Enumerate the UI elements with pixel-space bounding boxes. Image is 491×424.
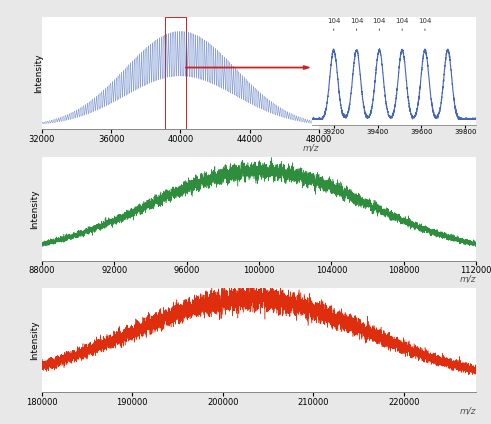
Y-axis label: Intensity: Intensity xyxy=(30,321,39,360)
Text: 104: 104 xyxy=(418,18,432,24)
Y-axis label: Intensity: Intensity xyxy=(34,53,44,93)
Text: 104: 104 xyxy=(350,18,363,24)
Text: m/z: m/z xyxy=(302,144,319,153)
Text: 104: 104 xyxy=(395,18,409,24)
Text: 104: 104 xyxy=(373,18,386,24)
Text: m/z: m/z xyxy=(460,407,476,416)
Text: m/z: m/z xyxy=(460,274,476,283)
Y-axis label: Intensity: Intensity xyxy=(30,189,39,229)
Bar xyxy=(165,17,186,129)
Text: 104: 104 xyxy=(327,18,340,24)
